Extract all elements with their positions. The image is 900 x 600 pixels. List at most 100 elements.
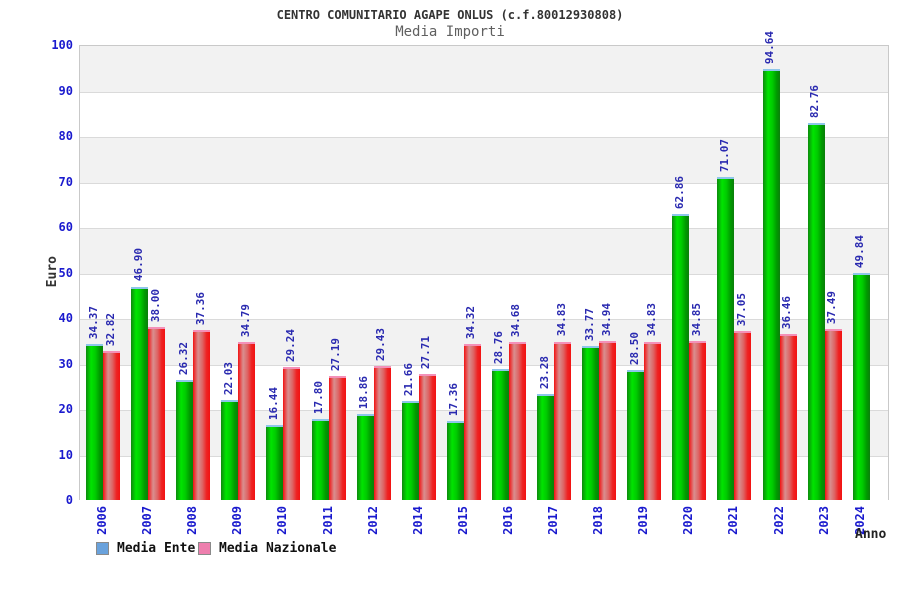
x-tick-label-2014: 2014 xyxy=(410,506,425,535)
bar-value-label: 37.49 xyxy=(825,291,839,325)
gridline xyxy=(80,228,888,229)
grid-band xyxy=(80,364,888,410)
bar-value-label: 16.44 xyxy=(266,387,280,421)
bar-media-nazionale-2006 xyxy=(103,350,120,500)
grid-band xyxy=(80,91,888,137)
x-tick-label-2016: 2016 xyxy=(500,506,515,535)
legend-label-media-ente: Media Ente xyxy=(117,541,196,556)
gridline xyxy=(80,319,888,320)
bar-media-ente-2023 xyxy=(807,123,825,500)
grid-band xyxy=(80,455,888,501)
grid-band xyxy=(80,228,888,274)
bar-value-label: 34.94 xyxy=(599,302,613,337)
bar-media-ente-2016 xyxy=(491,369,509,500)
bar-media-nazionale-2018 xyxy=(599,341,617,500)
bar-value-label: 34.83 xyxy=(644,303,658,337)
gridline xyxy=(80,273,888,275)
x-tick-label-2011: 2011 xyxy=(320,506,335,535)
bar-media-ente-2009 xyxy=(221,399,239,500)
x-tick-label-2008: 2008 xyxy=(185,506,200,535)
bar-media-ente-2019 xyxy=(627,370,645,500)
grid-band xyxy=(80,319,888,365)
x-tick-label-2015: 2015 xyxy=(455,506,470,535)
x-tick-label-2010: 2010 xyxy=(275,506,290,535)
gridline xyxy=(80,455,888,457)
grid-band xyxy=(80,410,888,456)
bar-media-nazionale-2015 xyxy=(463,343,481,500)
bar-value-label: 28.50 xyxy=(627,332,641,366)
bar-media-ente-2011 xyxy=(311,419,329,500)
bar-value-label: 28.76 xyxy=(492,331,506,365)
x-tick-label-2007: 2007 xyxy=(140,506,155,535)
legend-swatch-media-nazionale xyxy=(198,542,211,555)
bar-value-label: 18.86 xyxy=(357,376,371,410)
bar-value-label: 17.80 xyxy=(312,380,325,415)
gridline xyxy=(80,364,888,366)
y-tick-label-100: 100 xyxy=(51,38,73,52)
bar-value-label: 23.28 xyxy=(537,355,551,390)
bar-media-nazionale-2012 xyxy=(373,366,391,500)
x-tick-label-2009: 2009 xyxy=(230,506,245,535)
x-tick-label-2021: 2021 xyxy=(726,506,741,535)
bar-value-label: 34.68 xyxy=(509,304,523,338)
bar-value-label: 27.71 xyxy=(419,335,433,369)
bar-value-label: 49.84 xyxy=(853,235,867,269)
bar-media-nazionale-2011 xyxy=(328,376,346,500)
bar-value-label: 36.46 xyxy=(780,295,793,330)
bar-media-ente-2007 xyxy=(131,286,149,500)
bar-media-ente-2020 xyxy=(672,213,690,500)
bar-value-label: 34.32 xyxy=(464,305,478,339)
legend-item-media-nazionale: Media Nazionale xyxy=(198,541,336,556)
bar-media-ente-2021 xyxy=(717,176,735,500)
bar-media-nazionale-2020 xyxy=(689,341,707,500)
x-tick-label-2020: 2020 xyxy=(681,506,696,535)
bar-media-ente-2024 xyxy=(852,273,870,500)
bar-value-label: 62.86 xyxy=(672,175,686,209)
bar-media-nazionale-2010 xyxy=(283,366,301,500)
bar-media-ente-2010 xyxy=(266,425,284,500)
gridline xyxy=(80,182,888,184)
x-tick-label-2017: 2017 xyxy=(546,506,560,535)
x-tick-label-2019: 2019 xyxy=(636,506,651,535)
bar-media-ente-2015 xyxy=(446,421,464,500)
x-axis-title: Anno xyxy=(855,527,887,542)
gridline xyxy=(80,91,888,93)
y-tick-label-0: 0 xyxy=(65,493,73,507)
grid-band xyxy=(80,46,888,92)
x-tick-label-2012: 2012 xyxy=(365,506,380,535)
chart-title: CENTRO COMUNITARIO AGAPE ONLUS (c.f.8001… xyxy=(276,8,624,22)
y-tick-label-20: 20 xyxy=(58,402,73,416)
gridline xyxy=(80,137,888,138)
bar-value-label: 33.77 xyxy=(582,308,596,342)
bar-media-nazionale-2016 xyxy=(508,342,526,500)
y-tick-label-40: 40 xyxy=(58,311,73,325)
bar-value-label: 34.79 xyxy=(238,303,252,337)
bar-value-label: 21.66 xyxy=(402,363,416,397)
y-tick-label-60: 60 xyxy=(58,220,73,234)
legend-item-media-ente: Media Ente xyxy=(96,541,195,556)
bar-media-ente-2014 xyxy=(401,401,419,500)
bar-media-ente-2012 xyxy=(356,414,374,500)
bar-value-label: 34.83 xyxy=(554,303,568,337)
bar-value-label: 34.85 xyxy=(689,303,703,337)
bar-media-ente-2022 xyxy=(762,69,780,500)
y-tick-label-80: 80 xyxy=(58,129,73,143)
bar-value-label: 34.37 xyxy=(86,305,100,339)
grid-band xyxy=(80,137,888,183)
x-tick-label-2023: 2023 xyxy=(816,506,831,535)
bar-value-label: 32.82 xyxy=(103,312,117,346)
bar-value-label: 29.43 xyxy=(374,327,388,362)
plot-area xyxy=(79,45,889,501)
bar-value-label: 26.32 xyxy=(176,342,190,376)
bar-value-label: 37.36 xyxy=(193,291,207,326)
bar-value-label: 37.05 xyxy=(734,293,748,327)
x-tick-label-2018: 2018 xyxy=(591,506,606,535)
bar-media-ente-2008 xyxy=(176,380,194,500)
y-tick-label-10: 10 xyxy=(58,447,73,462)
y-tick-label-30: 30 xyxy=(58,356,73,371)
bar-value-label: 71.07 xyxy=(717,138,731,172)
bar-media-nazionale-2014 xyxy=(418,373,436,500)
bar-media-nazionale-2019 xyxy=(644,341,662,500)
bar-media-nazionale-2017 xyxy=(554,341,571,500)
